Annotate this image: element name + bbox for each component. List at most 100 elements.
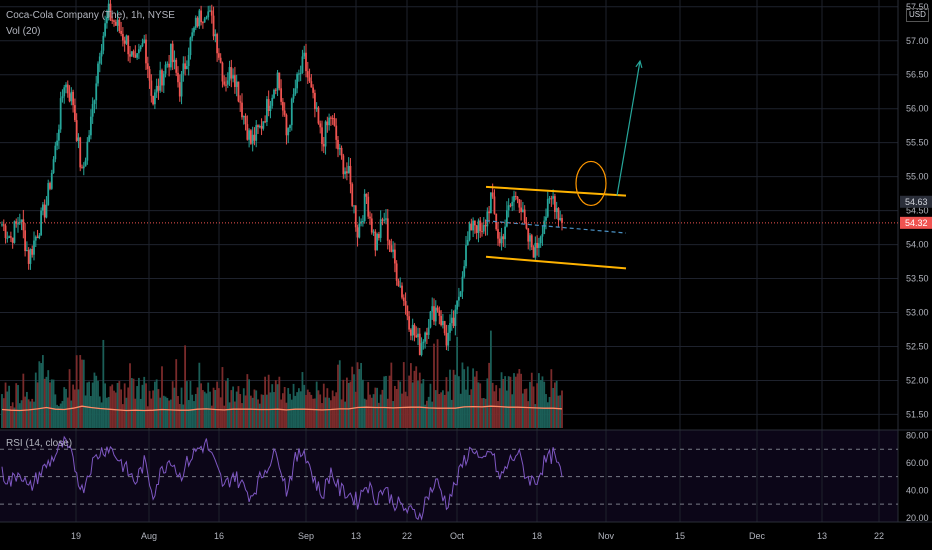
- time-tick-label: Sep: [298, 531, 314, 541]
- volume-bar: [427, 396, 430, 428]
- volume-bar: [241, 403, 243, 428]
- candle-body: [424, 332, 427, 342]
- volume-bar: [472, 368, 475, 428]
- candle-body: [214, 34, 217, 37]
- volume-bar: [356, 362, 359, 428]
- volume-pane: [1, 330, 563, 428]
- volume-bar: [182, 404, 185, 428]
- volume-bar: [395, 389, 398, 428]
- volume-bar: [509, 376, 512, 428]
- volume-bar: [196, 387, 199, 428]
- candle-body: [290, 98, 293, 126]
- volume-bar: [305, 394, 307, 428]
- candle-body: [484, 225, 487, 227]
- volume-bar: [118, 381, 121, 428]
- candle-body: [134, 54, 137, 58]
- volume-bar: [210, 405, 213, 428]
- volume-bar: [15, 383, 18, 428]
- candle-body: [17, 223, 19, 225]
- volume-bar: [145, 383, 147, 428]
- volume-bar: [449, 369, 451, 428]
- volume-bar: [104, 383, 107, 428]
- price-tick-label: 57.50: [906, 2, 929, 12]
- volume-bar: [438, 393, 441, 428]
- volume-bar: [45, 376, 48, 428]
- volume-bar: [337, 364, 339, 428]
- candle-body: [166, 63, 169, 65]
- candle-body: [310, 81, 313, 88]
- candle-body: [502, 236, 505, 240]
- candle-body: [246, 124, 249, 140]
- candle-body: [61, 96, 64, 99]
- volume-bar: [557, 395, 560, 428]
- candle-body: [219, 57, 222, 63]
- candle-body: [65, 84, 67, 88]
- volume-bar: [537, 373, 540, 428]
- currency-badge[interactable]: USD: [906, 8, 929, 22]
- volume-bar: [312, 398, 315, 428]
- volume-bar: [13, 407, 16, 428]
- candle-body: [198, 10, 201, 27]
- volume-bar: [95, 375, 98, 428]
- time-tick-label: 19: [71, 531, 81, 541]
- volume-bar: [433, 343, 435, 428]
- volume-bar: [50, 379, 53, 428]
- volume-bar: [262, 394, 265, 428]
- volume-bar: [2, 398, 5, 428]
- candle-body: [203, 18, 206, 23]
- price-tick-label: 54.00: [906, 240, 929, 250]
- candle-body: [89, 116, 92, 136]
- candle-body: [513, 195, 515, 202]
- candle-body: [328, 117, 331, 126]
- volume-bar: [169, 399, 172, 428]
- candle-body: [25, 250, 28, 252]
- candle-body: [408, 316, 411, 330]
- volume-bar: [273, 392, 275, 428]
- candle-body: [258, 126, 261, 128]
- candle-body: [271, 97, 274, 106]
- volume-bar: [265, 394, 268, 428]
- volume-bar: [150, 398, 153, 428]
- volume-bar: [386, 398, 389, 428]
- volume-bar: [342, 379, 345, 428]
- volume-bar: [100, 402, 103, 428]
- volume-bar: [468, 394, 471, 428]
- volume-bar: [257, 399, 259, 428]
- volume-bar: [198, 362, 201, 428]
- candle-body: [500, 236, 503, 244]
- volume-bar: [347, 382, 350, 428]
- volume-ma-line: [1, 405, 563, 412]
- volume-bar: [251, 397, 254, 428]
- volume-bar: [27, 399, 30, 428]
- volume-bar: [340, 399, 343, 428]
- volume-bar: [393, 385, 396, 428]
- candle-body: [529, 235, 531, 242]
- volume-bar: [82, 359, 85, 428]
- axes: 51.50 52.00 52.50 53.00 53.50 54.00 54.50 55.00…: [71, 2, 932, 541]
- volume-bar: [269, 392, 272, 428]
- candle-body: [422, 341, 425, 344]
- candle-body: [507, 205, 510, 211]
- candle-body: [164, 64, 167, 74]
- candle-body: [194, 17, 197, 28]
- volume-bar: [180, 387, 183, 428]
- candle-body: [479, 220, 482, 232]
- candle-body: [153, 92, 156, 105]
- volume-bar: [212, 387, 215, 428]
- candle-body: [59, 98, 62, 130]
- candle-body: [137, 49, 140, 54]
- volume-bar: [443, 394, 446, 428]
- candle-body: [210, 10, 213, 16]
- candle-body: [392, 249, 395, 252]
- candle-body: [303, 52, 306, 57]
- candle-body: [239, 101, 242, 103]
- time-tick-label: 13: [351, 531, 361, 541]
- candle-body: [132, 51, 135, 55]
- volume-bar: [173, 387, 176, 428]
- candle-body: [185, 66, 188, 69]
- candle-body: [105, 17, 108, 24]
- volume-bar: [452, 369, 455, 428]
- volume-bar: [187, 400, 190, 428]
- volume-bar: [129, 363, 131, 428]
